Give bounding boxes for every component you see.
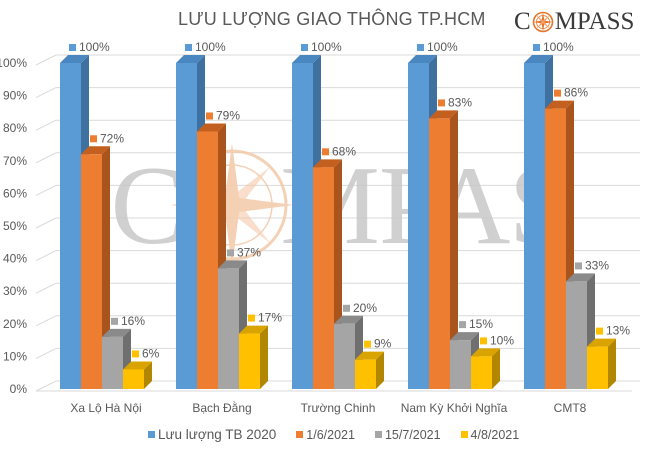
data-label-key [248,314,255,322]
data-label: 100% [79,40,110,54]
legend-swatch-orange [296,431,304,438]
y-tick-label: 40% [3,252,27,266]
bars: Xa Lộ Hà Nội Bạch Đằng Trường Chinh Nam Kỳ … [60,55,616,415]
x-category-label: Trường Chinh [301,401,376,415]
y-tick-label: 10% [3,349,27,363]
bar-series-1507 [102,328,131,389]
data-label-key [322,148,329,156]
data-label: 13% [606,324,630,338]
data-labels: 100% 72% 16% 6% 100% 79% 37% 17% 100% 68% 20% 9% 100… [69,40,630,360]
y-tick-label: 100% [0,56,27,70]
legend-item-0408: 4/8/2021 [460,427,520,442]
bar-series-0408 [471,348,500,389]
bar-group: Nam Kỳ Khởi Nghĩa [401,55,508,415]
data-label-key [480,337,487,345]
data-label: 9% [374,337,392,351]
bar-series-0408 [355,351,384,389]
data-label: 33% [585,258,609,272]
bar-series-0408 [587,338,616,389]
chart-legend: Lưu lượng TB 2020 1/6/2021 15/7/2021 4/8… [148,427,519,442]
data-label-key [364,340,371,348]
legend-label: 4/8/2021 [470,427,520,442]
data-label: 68% [332,144,356,158]
data-label: 6% [142,346,160,360]
data-label: 79% [216,108,240,122]
data-label-key [417,44,424,51]
data-label: 72% [100,131,124,145]
bar-series-0408 [123,361,152,389]
data-label: 10% [490,333,514,347]
data-label-key [459,321,466,329]
y-tick-label: 0% [10,382,28,396]
data-label: 100% [543,40,574,54]
data-label-key [132,350,139,358]
data-label-key [206,112,213,120]
legend-item-0106: 1/6/2021 [296,427,355,442]
data-label-key [533,44,540,51]
data-label-key [90,135,97,143]
data-label: 83% [448,95,472,109]
data-label-key [438,99,445,107]
bar-group: Xa Lộ Hà Nội [60,55,152,415]
data-label: 20% [353,301,377,315]
data-label: 100% [195,40,226,54]
y-tick-label: 30% [3,284,27,298]
legend-item-2020: Lưu lượng TB 2020 [148,427,276,442]
data-label-key [554,89,561,97]
bar-series-0106 [429,110,458,390]
x-category-label: Nam Kỳ Khởi Nghĩa [401,401,508,415]
legend-swatch-blue [148,431,155,438]
y-tick-label: 20% [3,317,27,331]
logo-text-right: MPASS [554,8,635,35]
legend-label: 15/7/2021 [384,427,441,442]
legend-label: 1/6/2021 [306,427,355,442]
data-label: 86% [564,86,588,100]
data-label-key [301,44,308,51]
data-label: 15% [469,317,493,331]
data-label-key [185,44,192,51]
data-label-key [596,327,603,335]
bar-series-0408 [239,325,268,389]
bar-series-0106 [81,146,110,389]
legend-item-1507: 15/7/2021 [374,427,441,442]
data-label-key [227,249,234,257]
legend-swatch-gray [374,431,382,438]
data-label-key [111,317,118,325]
chart-title: LƯU LƯỢNG GIAO THÔNG TP.HCM [178,9,486,29]
logo-text-left: C [514,8,531,35]
data-label: 37% [237,245,261,259]
data-label: 100% [427,40,458,54]
data-label-key [69,44,76,51]
y-tick-label: 80% [3,121,27,135]
bar-group: Bạch Đằng [176,55,268,415]
y-tick-label: 90% [3,89,27,103]
data-label: 16% [121,314,145,328]
bar-group: CMT8 [524,55,616,415]
data-label-key [343,304,350,312]
y-tick-label: 60% [3,186,27,200]
watermark-letter: C [111,144,186,268]
legend-swatch-yellow [460,431,468,438]
compass-rose-icon [532,11,553,33]
data-label-key [575,262,582,270]
compass-logo: C MPASS [514,8,634,36]
y-tick-label: 50% [3,219,27,233]
data-label: 100% [311,40,342,54]
legend-label: Lưu lượng TB 2020 [158,427,277,442]
y-tick-label: 70% [3,154,27,168]
x-category-label: CMT8 [554,401,587,415]
bar-group: Trường Chinh [292,55,384,415]
x-category-label: Xa Lộ Hà Nội [70,401,141,415]
data-label: 17% [258,311,282,325]
x-category-label: Bạch Đằng [192,400,251,415]
